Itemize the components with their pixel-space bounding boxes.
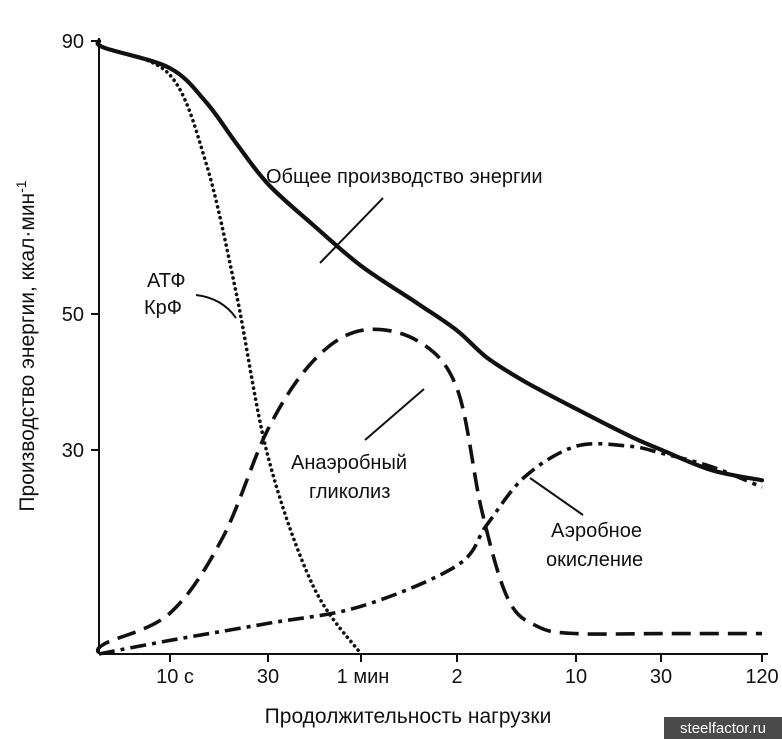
leader-aerobic: [529, 477, 584, 516]
x-tick-label: 10 с: [156, 666, 194, 688]
y-ticks: 90 50 30: [62, 31, 99, 462]
y-axis-title-group: Производство энергии, ккал·мин-1: [13, 180, 39, 511]
leader-glycolysis: [364, 388, 425, 441]
watermark-text: steelfactor.ru: [680, 720, 766, 737]
y-tick-label: 90: [62, 31, 84, 53]
y-axis-title: Производство энергии, ккал·мин-1: [13, 180, 39, 511]
series-line-anaerobic-glycolysis: [95, 327, 762, 655]
label-oxidation: окисление: [546, 549, 643, 571]
label-anaerobic: Анаэробный: [291, 452, 407, 474]
x-tick-label: 120: [745, 666, 778, 688]
series-line-total-energy: [95, 38, 765, 483]
y-tick-label: 30: [62, 440, 84, 462]
x-tick-label: 10: [565, 666, 587, 688]
label-total-energy: Общее производство энергии: [266, 166, 543, 188]
label-aerobic: Аэробное: [551, 520, 642, 542]
x-axis-title: Продолжительность нагрузки: [265, 705, 552, 728]
x-tick-label: 1 мин: [337, 666, 390, 688]
series-line-atp-crp: [95, 39, 363, 656]
x-tick-label: 2: [451, 666, 462, 688]
y-axis-title-main: Производство энергии, ккал·мин: [16, 193, 39, 512]
y-tick-label: 50: [62, 304, 84, 326]
watermark-background: [664, 717, 782, 739]
y-axis-title-superscript: -1: [13, 180, 29, 193]
annotation-leaders: [195, 197, 584, 516]
watermark: steelfactor.ru: [664, 717, 782, 739]
annotations: Общее производство энергии АТФ КрФ Анаэр…: [144, 166, 643, 571]
series-line-aerobic-oxidation: [98, 441, 763, 656]
leader-total-energy: [319, 197, 384, 264]
leader-atp-crp: [195, 294, 237, 319]
x-tick-label: 30: [257, 666, 279, 688]
label-crp: КрФ: [144, 297, 182, 319]
x-tick-label: 30: [650, 666, 672, 688]
label-atp: АТФ: [147, 270, 186, 292]
series-layer: [95, 38, 765, 656]
x-ticks: 10 с 30 1 мин 2 10 30 120: [156, 654, 779, 688]
label-glycolysis: гликолиз: [309, 481, 390, 503]
